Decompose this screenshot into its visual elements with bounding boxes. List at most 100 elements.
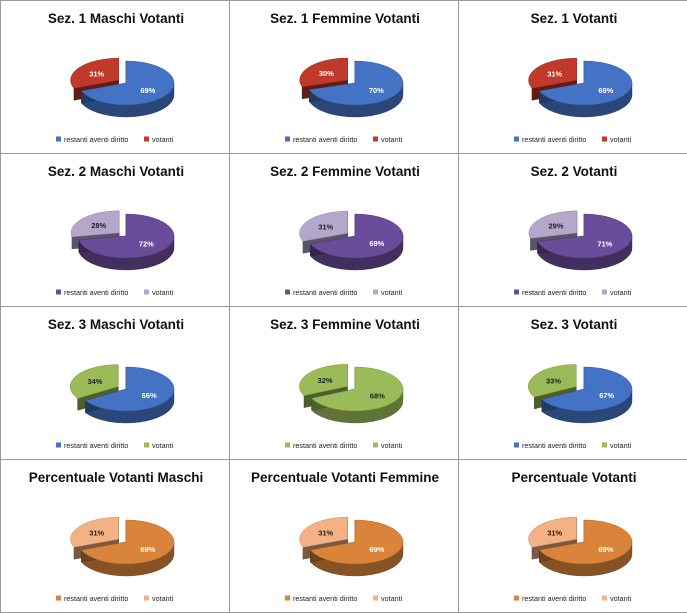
legend: restanti aventi diritto votanti [514, 441, 632, 450]
legend: restanti aventi diritto votanti [514, 594, 632, 603]
legend: restanti aventi diritto votanti [285, 288, 403, 297]
legend-label-restanti: restanti aventi diritto [64, 288, 128, 297]
pie-slice-restanti [80, 60, 175, 118]
pie-slice-restanti [311, 366, 404, 424]
legend-swatch-restanti [285, 595, 290, 601]
legend: restanti aventi diritto votanti [285, 441, 403, 450]
legend-label-restanti: restanti aventi diritto [293, 135, 357, 144]
legend-swatch-restanti [285, 442, 290, 448]
pie-chart: Percentuale Votanti 69% 31% restanti aventi… [511, 470, 636, 603]
data-label-restanti: 71% [597, 239, 612, 248]
chart-title: Percentuale Votanti Maschi [29, 470, 204, 485]
chart-panel: Percentuale Votanti 69% 31% restanti aventi… [458, 459, 687, 613]
legend-swatch-votanti [144, 442, 149, 448]
chart-panel: Sez. 2 Femmine Votanti 69% 31% restanti ave… [229, 153, 459, 307]
pie-slice-restanti [537, 213, 633, 271]
legend-swatch-restanti [56, 289, 61, 295]
legend-label-votanti: votanti [152, 288, 174, 297]
pie-chart: Sez. 1 Votanti 69% 31% restanti aventi diri… [514, 11, 633, 144]
legend-swatch-votanti [373, 442, 378, 448]
pie-slice-restanti [541, 366, 633, 424]
chart-panel: Sez. 1 Votanti 69% 31% restanti aventi diri… [458, 0, 687, 154]
chart-title: Sez. 1 Maschi Votanti [48, 11, 184, 26]
chart-panel: Sez. 3 Votanti 67% 33% restanti aventi diri… [458, 306, 687, 460]
pie-slice-restanti [84, 366, 175, 424]
legend-swatch-restanti [56, 442, 61, 448]
legend-label-restanti: restanti aventi diritto [64, 135, 128, 144]
chart-panel: Sez. 3 Maschi Votanti 66% 34% restanti aven… [0, 306, 230, 460]
data-label-restanti: 67% [599, 391, 614, 400]
chart-title: Sez. 3 Maschi Votanti [48, 317, 184, 332]
legend-swatch-votanti [144, 136, 149, 142]
legend-swatch-votanti [602, 595, 607, 601]
pie-slice-restanti [309, 519, 404, 577]
legend-swatch-votanti [144, 595, 149, 601]
legend: restanti aventi diritto votanti [514, 135, 632, 144]
legend-swatch-restanti [285, 136, 290, 142]
chart-panel: Sez. 2 Votanti 71% 29% restanti aventi diri… [458, 153, 687, 307]
data-label-restanti: 68% [370, 391, 385, 400]
legend-label-restanti: restanti aventi diritto [64, 441, 128, 450]
pie-chart: Sez. 1 Femmine Votanti 70% 30% restanti ave… [270, 11, 420, 144]
data-label-restanti: 72% [139, 240, 154, 249]
pie-chart: Sez. 2 Femmine Votanti 69% 31% restanti ave… [270, 164, 420, 297]
legend-label-restanti: restanti aventi diritto [293, 594, 357, 603]
chart-title: Sez. 2 Maschi Votanti [48, 164, 184, 179]
legend-label-votanti: votanti [610, 135, 632, 144]
legend-swatch-restanti [285, 289, 290, 295]
pie-chart: Percentuale Votanti Maschi 69% 31% restanti… [29, 470, 204, 603]
legend-label-restanti: restanti aventi diritto [522, 594, 586, 603]
chart-title: Sez. 3 Femmine Votanti [270, 317, 420, 332]
legend: restanti aventi diritto votanti [514, 288, 632, 297]
legend-label-restanti: restanti aventi diritto [522, 135, 586, 144]
pie-slice-restanti [309, 213, 404, 271]
data-label-restanti: 69% [140, 545, 155, 554]
legend-label-votanti: votanti [381, 594, 403, 603]
legend-swatch-votanti [373, 289, 378, 295]
chart-panel: Percentuale Votanti Femmine 69% 31% restant… [229, 459, 459, 613]
data-label-restanti: 69% [140, 86, 155, 95]
data-label-restanti: 69% [598, 545, 613, 554]
chart-panel: Sez. 1 Femmine Votanti 70% 30% restanti ave… [229, 0, 459, 154]
legend-swatch-votanti [602, 442, 607, 448]
pie-slice-restanti [308, 60, 404, 118]
data-label-votanti: 33% [546, 376, 561, 385]
legend-label-votanti: votanti [381, 135, 403, 144]
data-label-restanti: 70% [369, 86, 384, 95]
chart-title: Sez. 1 Femmine Votanti [270, 11, 420, 26]
legend-label-votanti: votanti [152, 594, 174, 603]
legend-label-votanti: votanti [381, 288, 403, 297]
legend-label-restanti: restanti aventi diritto [293, 441, 357, 450]
chart-panel: Sez. 3 Femmine Votanti 68% 32% restanti ave… [229, 306, 459, 460]
data-label-votanti: 29% [549, 222, 564, 231]
pie-chart: Sez. 3 Femmine Votanti 68% 32% restanti ave… [270, 317, 420, 450]
legend: restanti aventi diritto votanti [56, 135, 174, 144]
pie-chart: Sez. 1 Maschi Votanti 69% 31% restanti aven… [48, 11, 184, 144]
data-label-votanti: 31% [89, 528, 104, 537]
chart-panel: Sez. 2 Maschi Votanti 72% 28% restanti aven… [0, 153, 230, 307]
legend-swatch-restanti [514, 442, 519, 448]
pie-chart: Sez. 3 Maschi Votanti 66% 34% restanti aven… [48, 317, 184, 450]
chart-title: Sez. 1 Votanti [531, 11, 618, 26]
data-label-votanti: 31% [318, 222, 333, 231]
data-label-votanti: 34% [87, 377, 102, 386]
data-label-restanti: 66% [142, 391, 157, 400]
pie-slice-restanti [80, 519, 175, 577]
legend-label-restanti: restanti aventi diritto [293, 288, 357, 297]
data-label-restanti: 69% [369, 239, 384, 248]
legend-label-votanti: votanti [610, 288, 632, 297]
legend-label-votanti: votanti [152, 441, 174, 450]
legend-swatch-votanti [602, 289, 607, 295]
chart-title: Percentuale Votanti Femmine [251, 470, 440, 485]
chart-panel: Sez. 1 Maschi Votanti 69% 31% restanti aven… [0, 0, 230, 154]
legend: restanti aventi diritto votanti [285, 135, 403, 144]
data-label-restanti: 69% [369, 545, 384, 554]
data-label-votanti: 30% [319, 69, 334, 78]
pie-slice-restanti [538, 519, 633, 577]
data-label-votanti: 28% [91, 221, 106, 230]
legend: restanti aventi diritto votanti [285, 594, 403, 603]
data-label-votanti: 32% [318, 376, 333, 385]
chart-title: Sez. 2 Votanti [531, 164, 618, 179]
data-label-votanti: 31% [547, 69, 562, 78]
